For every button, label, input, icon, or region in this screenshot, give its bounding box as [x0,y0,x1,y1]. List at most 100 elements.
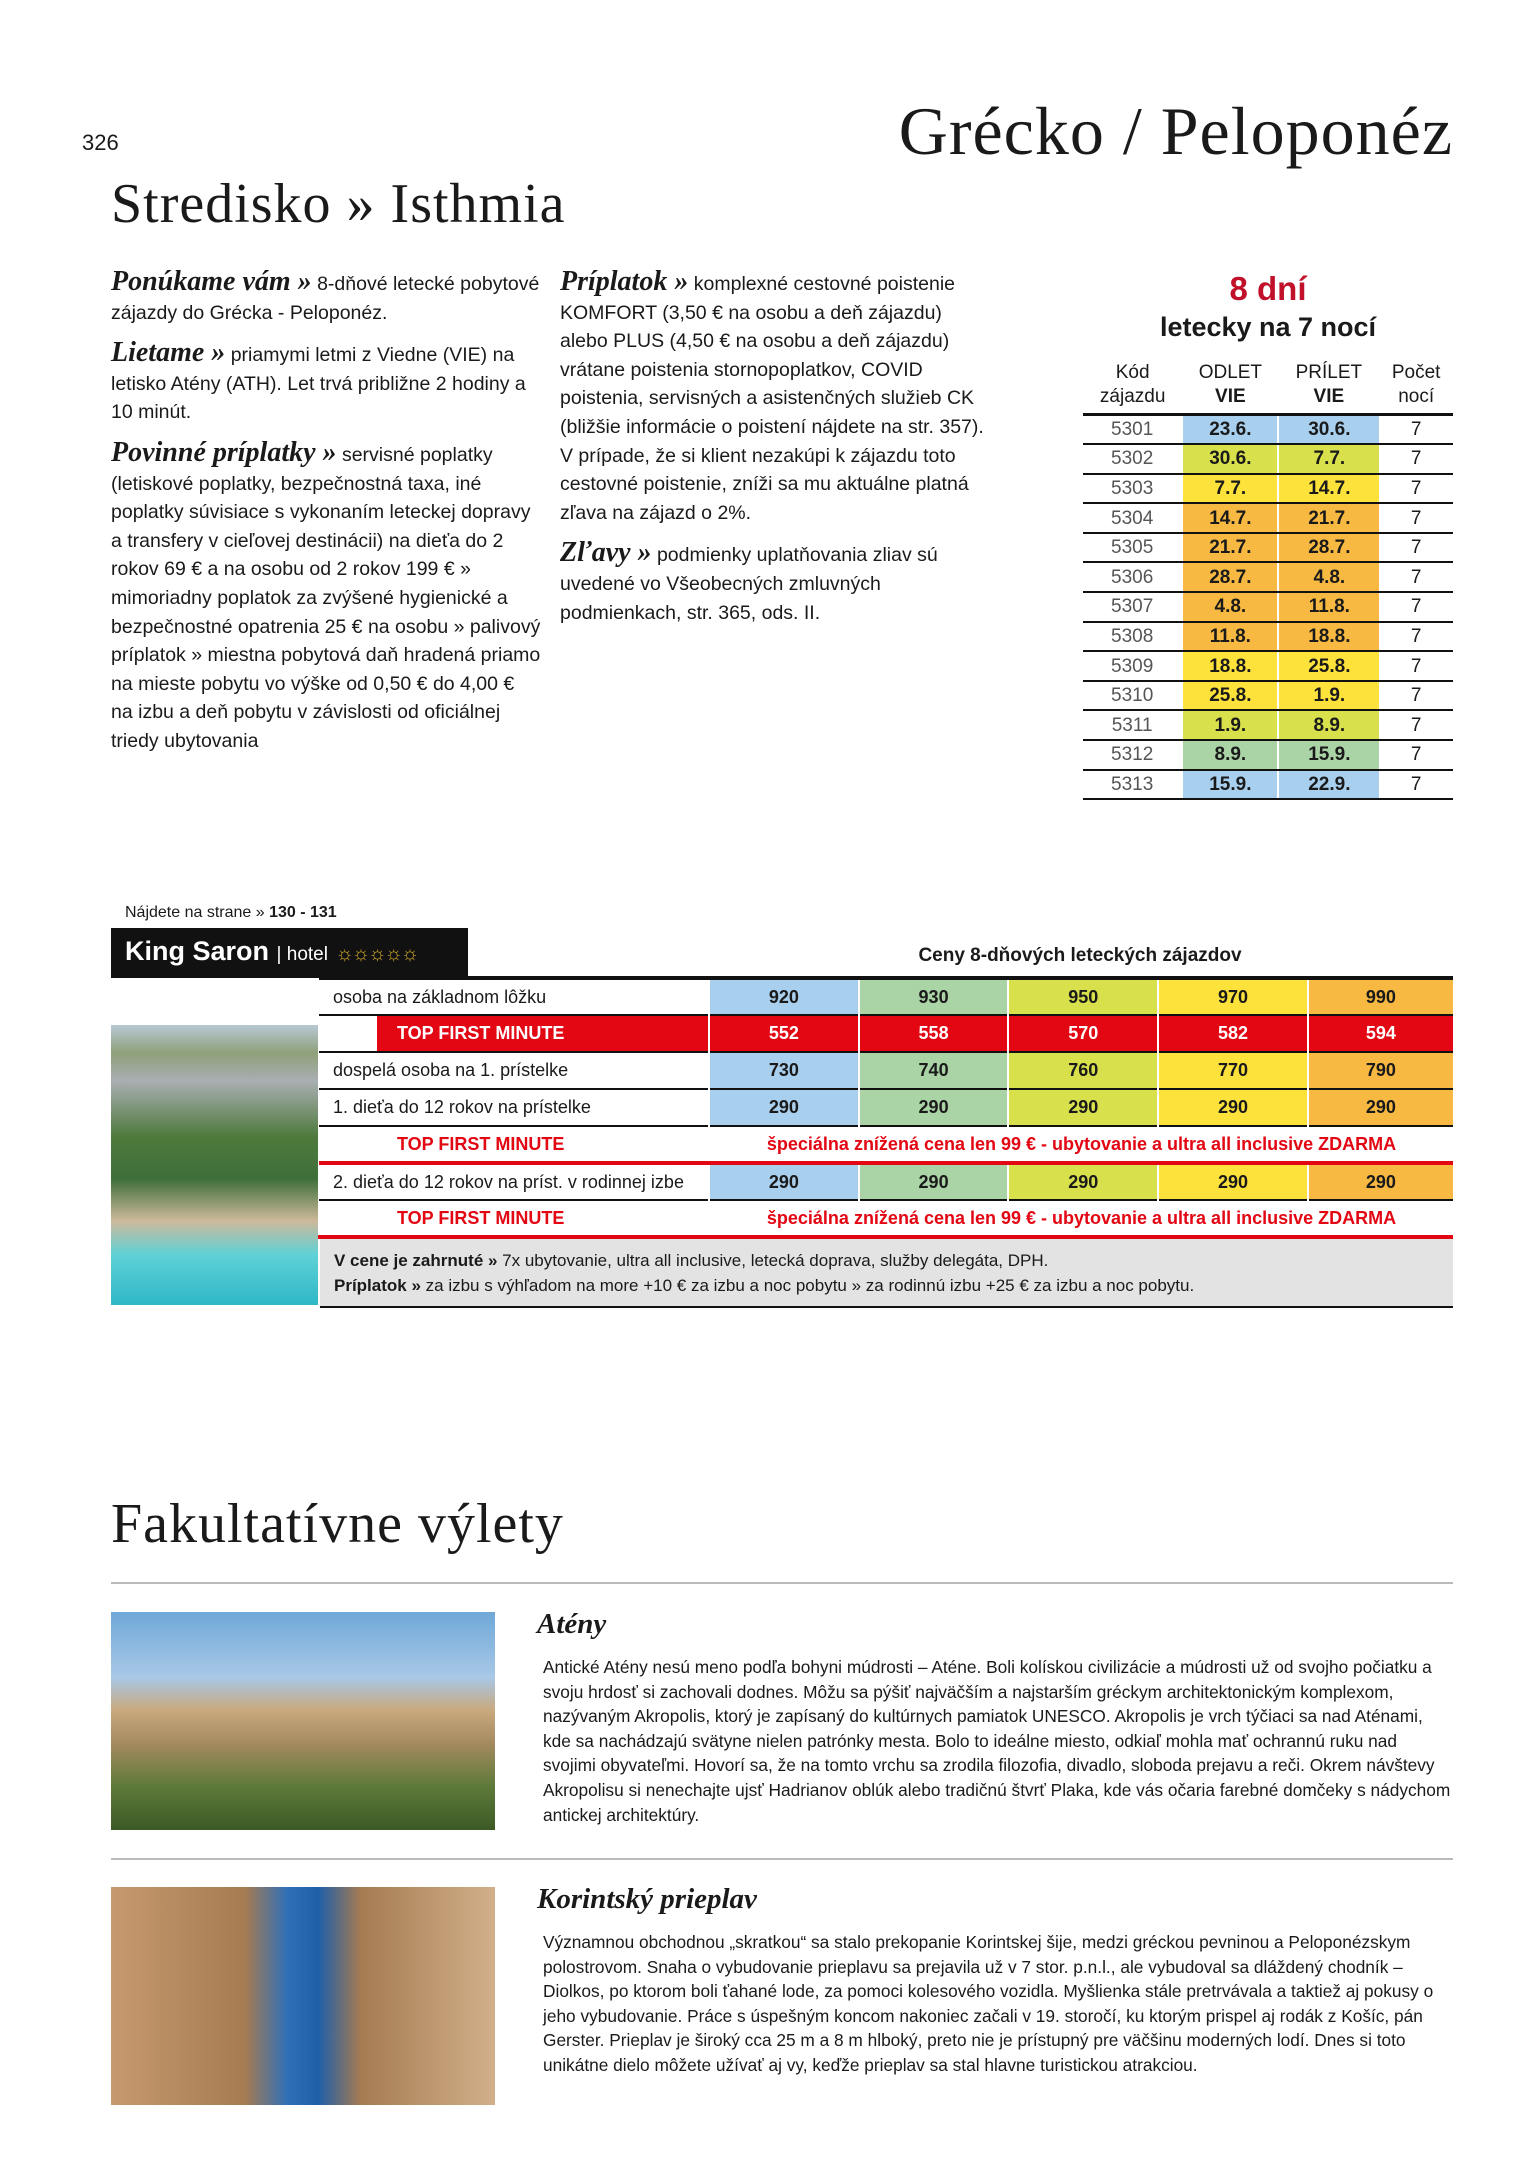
price-cell: 950 [1007,978,1159,1015]
info-surcharge: Príplatok » komplexné cestovné poistenie… [560,266,984,524]
departure-date: 25.8. [1181,680,1279,712]
excursion-title-corinth: Korintský prieplav [537,1883,757,1915]
resort-title: Stredisko » Isthmia [111,173,566,235]
hotel-photo [111,1025,318,1305]
price-cell: 990 [1306,978,1453,1015]
schedule-row: 5305 21.7. 28.7. 7 [1083,532,1453,564]
departure-date: 8.9. [1181,740,1279,771]
schedule-row: 5301 23.6. 30.6. 7 [1083,414,1453,446]
price-cell: 760 [1007,1052,1159,1089]
schedule-row: 5302 30.6. 7.7. 7 [1083,444,1453,475]
departure-date: 23.6. [1181,414,1279,446]
schedule-row: 5312 8.9. 15.9. 7 [1083,740,1453,771]
price-row-label: TOP FIRST MINUTE [319,1015,709,1052]
tour-code: 5310 [1083,680,1183,712]
price-cell: 290 [1007,1163,1159,1200]
price-row: osoba na základnom lôžku 920 930 950 970 990 [319,978,1453,1015]
departure-date: 28.7. [1181,562,1279,594]
departure-date: 4.8. [1181,592,1279,623]
return-date: 15.9. [1277,740,1380,771]
divider [111,1582,1453,1584]
price-row-label: TOP FIRST MINUTE [397,1133,565,1154]
return-date: 4.8. [1277,562,1380,594]
included-surcharge-row: V cene je zahrnuté » 7x ubytovanie, ultr… [318,1237,1453,1307]
return-date: 8.9. [1277,710,1380,742]
nights-count: 7 [1379,651,1453,682]
price-row-label: dospelá osoba na 1. prístelke [333,1060,569,1080]
price-row: 1. dieťa do 12 rokov na prístelke 290 290 2… [319,1089,1453,1126]
nights-count: 7 [1379,592,1453,623]
return-date: 7.7. [1277,444,1380,475]
region-title: Grécko / Peloponéz [898,93,1453,169]
tour-code: 5307 [1083,592,1183,623]
nights-count: 7 [1379,414,1453,446]
price-cell: 970 [1157,978,1308,1015]
price-cell: 770 [1157,1052,1308,1089]
hotel-name-box: King Saron | hotel ☼☼☼☼☼ [111,928,468,978]
nights-count: 7 [1379,532,1453,564]
departure-date: 18.8. [1181,651,1279,682]
schedule-header: Počet nocí [1379,361,1453,416]
info-flights: Lietame » priamymi letmi z Viedne (VIE) … [111,337,526,424]
tour-code: 5302 [1083,444,1183,475]
return-date: 25.8. [1277,651,1380,682]
excursions-title: Fakultatívne výlety [111,1493,564,1555]
return-date: 22.9. [1277,769,1380,801]
hotel-name: King Saron [125,936,270,966]
tour-code: 5305 [1083,532,1183,564]
price-cell: 558 [857,1015,1009,1052]
schedule-row: 5307 4.8. 11.8. 7 [1083,592,1453,623]
nights-count: 7 [1379,503,1453,534]
price-cell: 290 [1007,1089,1159,1126]
schedule-table: Kód zájazdu ODLET VIE PRÍLET VIE Počet nocí 5301… [1083,361,1453,801]
price-cell: 930 [857,978,1009,1015]
departure-date: 7.7. [1181,473,1279,505]
page-reference: Nájdete na strane » 130 - 131 [125,904,337,921]
info-offer: Ponúkame vám » 8-dňové letecké pobytové … [111,266,540,324]
flight-schedule: 8 dní letecky na 7 nocí Kód zájazdu ODLET V… [1083,270,1453,801]
nights-count: 7 [1379,710,1453,742]
schedule-row: 5308 11.8. 18.8. 7 [1083,621,1453,653]
excursion-title-athens: Atény [537,1608,607,1640]
price-cell: 290 [708,1163,859,1200]
departure-date: 11.8. [1181,621,1279,653]
price-row: TOP FIRST MINUTE špeciálna znížená cena l… [319,1200,1453,1237]
return-date: 28.7. [1277,532,1380,564]
price-cell: 582 [1157,1015,1308,1052]
tour-code: 5311 [1083,710,1183,742]
schedule-row: 5311 1.9. 8.9. 7 [1083,710,1453,742]
schedule-header: PRÍLET VIE [1278,361,1380,416]
departure-date: 30.6. [1181,444,1279,475]
price-cell: 552 [708,1015,859,1052]
price-cell: 290 [708,1089,859,1126]
excursion-text-corinth: Významnou obchodnou „skratkou“ sa stalo … [543,1932,1434,2075]
tour-code: 5309 [1083,651,1183,682]
corinth-canal-photo [111,1887,495,2105]
info-mandatory-fees: Povinné príplatky » servisné poplatky (l… [111,436,541,752]
price-table: osoba na základnom lôžku 920 930 950 970 990 T… [318,976,1453,1308]
nights-count: 7 [1379,473,1453,505]
schedule-header: ODLET VIE [1182,361,1279,416]
tour-code: 5303 [1083,473,1183,505]
price-row: dospelá osoba na 1. prístelke 730 740 760 77… [319,1052,1453,1089]
return-date: 1.9. [1277,680,1380,712]
tour-code: 5306 [1083,562,1183,594]
price-cell: 594 [1306,1015,1453,1052]
tour-code: 5313 [1083,769,1183,801]
tour-code: 5308 [1083,621,1183,653]
tour-code: 5312 [1083,740,1183,771]
nights-count: 7 [1379,621,1453,653]
price-cell: 290 [1157,1163,1308,1200]
schedule-row: 5309 18.8. 25.8. 7 [1083,651,1453,682]
return-date: 30.6. [1277,414,1380,446]
tour-code: 5304 [1083,503,1183,534]
price-row: 2. dieťa do 12 rokov na príst. v rodinne… [319,1163,1453,1200]
schedule-header: Kód zájazdu [1083,361,1183,416]
schedule-row: 5304 14.7. 21.7. 7 [1083,503,1453,534]
price-cell: 570 [1007,1015,1159,1052]
schedule-row: 5306 28.7. 4.8. 7 [1083,562,1453,594]
price-row: TOP FIRST MINUTE 552 558 570 582 594 [319,1015,1453,1052]
special-offer-note: špeciálna znížená cena len 99 € - ubytov… [708,1200,1453,1237]
info-column-middle: Príplatok » komplexné cestovné poistenie… [560,266,990,639]
info-column-left: Ponúkame vám » 8-dňové letecké pobytové … [111,266,541,768]
